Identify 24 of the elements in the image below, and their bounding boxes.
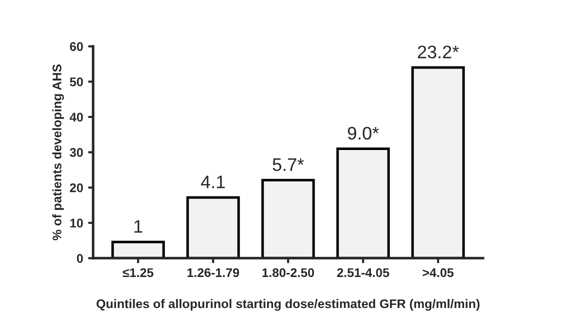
y-axis-title: % of patients developing AHS (52, 64, 64, 240)
x-tick-label: 1.80-2.50 (262, 268, 314, 278)
y-tick-label: 40 (70, 112, 83, 122)
bar (186, 196, 240, 258)
bar (261, 178, 315, 258)
annotation: 5.7* (272, 158, 304, 172)
y-tick-label: 20 (70, 183, 83, 192)
annotation: 9.0* (348, 126, 379, 140)
y-tick-label: 60 (70, 42, 83, 51)
annotation: 4.1 (200, 176, 225, 188)
y-tick-label: 10 (70, 218, 83, 228)
y-tick-label: 50 (70, 77, 83, 86)
bar (111, 240, 165, 258)
x-tick-label: 1.26-1.79 (187, 268, 240, 278)
x-tick-label: 2.51-4.05 (337, 268, 390, 278)
x-tick-label: >4.05 (422, 268, 454, 278)
annotation: 23.2* (418, 46, 459, 58)
y-tick-label: 0 (76, 254, 83, 263)
annotation: 1 (134, 220, 142, 233)
x-tick-label: ≤1.25 (122, 268, 154, 278)
bar (336, 147, 390, 258)
x-axis-title: Quintiles of allopurinol starting dose/estimated GFR (mg/ml/min) (96, 299, 480, 311)
bar (411, 66, 465, 258)
y-tick-label: 30 (70, 148, 83, 157)
